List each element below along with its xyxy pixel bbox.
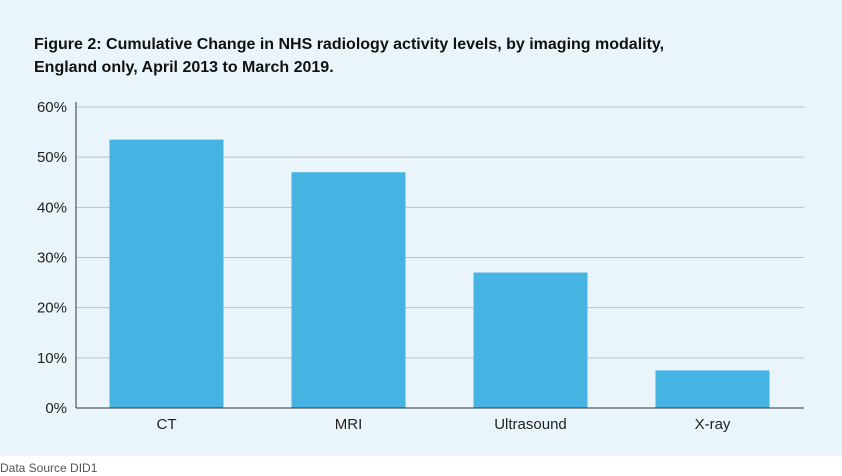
y-tick-label: 20%	[37, 300, 67, 317]
x-tick-label: X-ray	[695, 416, 731, 433]
y-tick-label: 40%	[37, 199, 67, 216]
x-tick-label: Ultrasound	[494, 416, 567, 433]
bar-mri	[291, 172, 406, 408]
bar-chart: 0% 10% 20% 30% 40% 50% 60% CT MRI Ultrasound X-ray	[37, 99, 804, 433]
y-tick-label: 30%	[37, 250, 67, 267]
chart-title-line-1: Figure 2: Cumulative Change in NHS radio…	[34, 36, 665, 53]
chart-title-line-2: England only, April 2013 to March 2019.	[34, 59, 334, 76]
y-tick-label: 10%	[37, 350, 67, 367]
bar-x-ray	[655, 370, 770, 408]
y-tick-label: 50%	[37, 149, 67, 166]
bar-ct	[109, 139, 224, 408]
chart-title: Figure 2: Cumulative Change in NHS radio…	[34, 33, 734, 79]
x-tick-label: MRI	[335, 416, 363, 433]
data-source-note: Data Source DID1	[0, 461, 98, 475]
y-tick-label: 60%	[37, 99, 67, 116]
chart-panel: Figure 2: Cumulative Change in NHS radio…	[0, 0, 842, 456]
bar-ultrasound	[473, 272, 588, 408]
x-tick-label: CT	[157, 416, 177, 433]
y-tick-label: 0%	[45, 400, 67, 417]
